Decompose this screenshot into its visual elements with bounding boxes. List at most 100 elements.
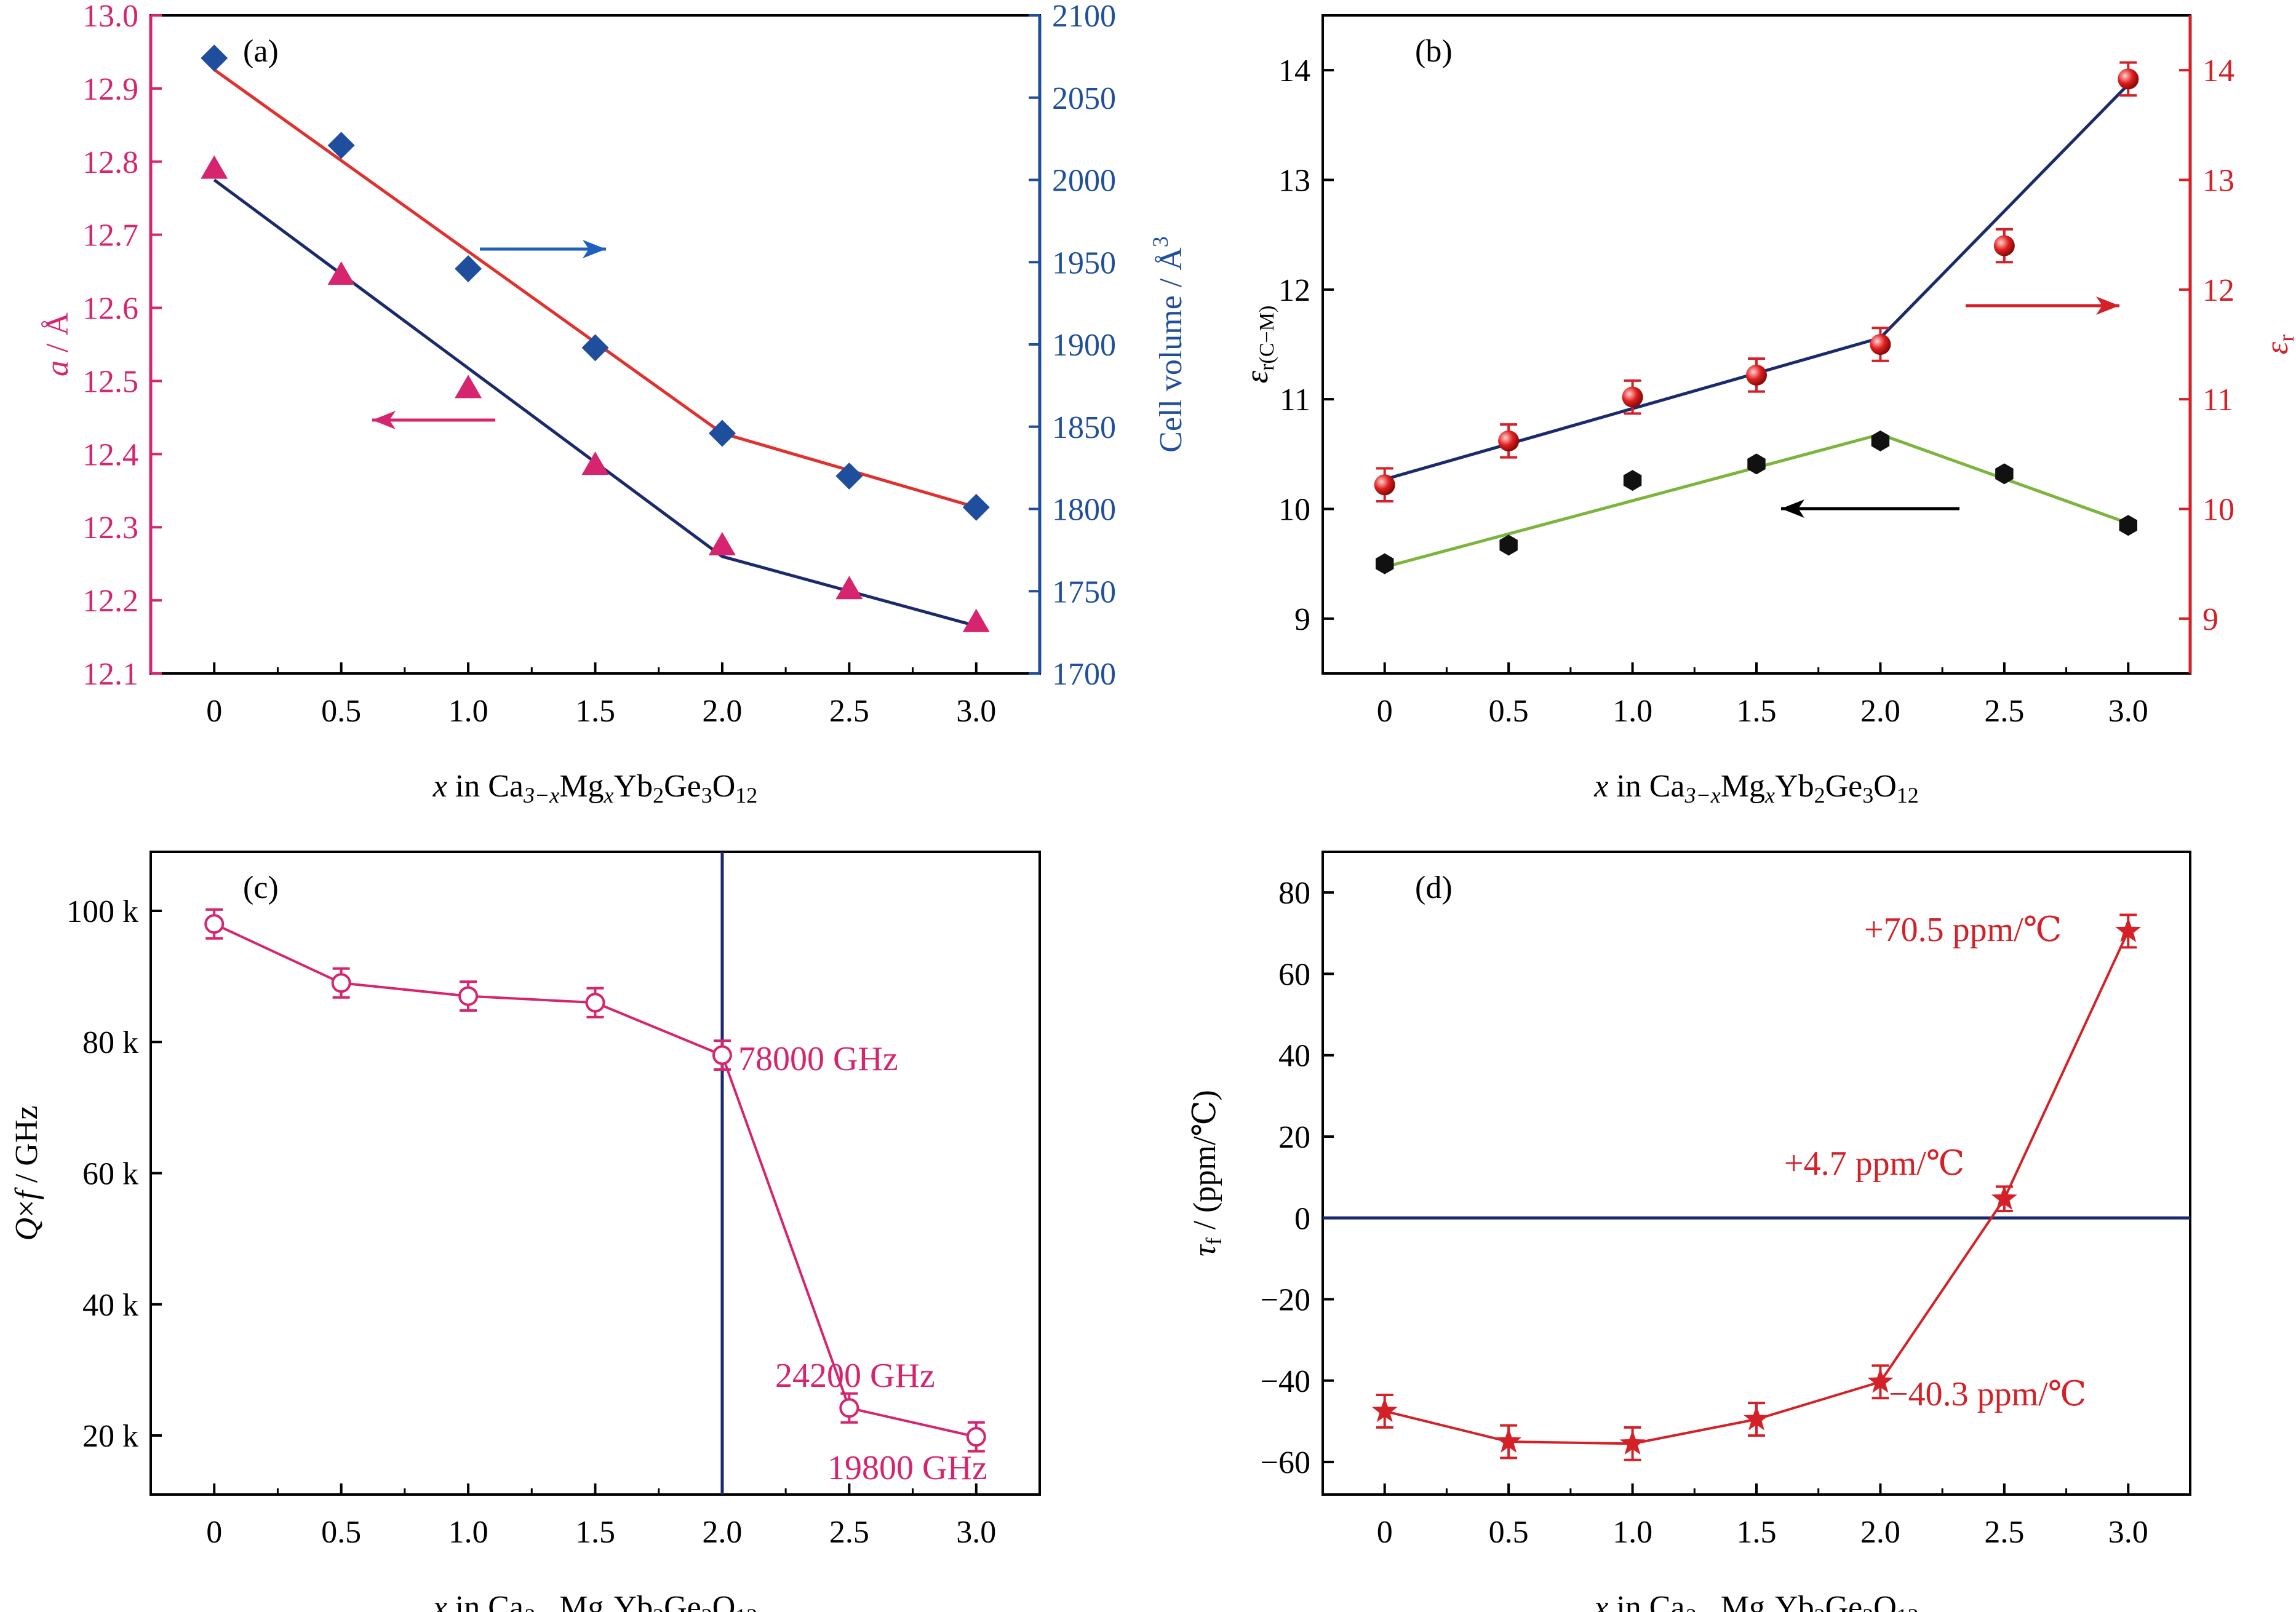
diamond-marker — [455, 255, 482, 282]
left-axis-label-var: a — [40, 360, 75, 376]
open-circle-marker — [458, 986, 479, 1006]
x-axis-label-part: x — [1764, 1604, 1775, 1612]
arrow-left-axis-head — [372, 411, 396, 429]
y-tick-label: 80 — [1278, 876, 1310, 911]
x-axis-label-part: in Ca — [447, 769, 524, 804]
x-tick-label: 3.0 — [2108, 694, 2148, 729]
left-axis-label: εr(C−M) — [1240, 306, 1278, 384]
x-tick-label: 2.5 — [1984, 694, 2024, 729]
panel-label: (c) — [243, 870, 279, 905]
right-y-tick-label: 2000 — [1052, 164, 1116, 199]
x-tick-label: 2.0 — [702, 694, 742, 729]
open-circle-marker — [585, 993, 605, 1013]
diamond-marker — [327, 132, 355, 159]
star-marker — [1619, 1430, 1646, 1455]
y-tick-label: 12.5 — [82, 364, 138, 399]
open-circle-marker — [331, 973, 351, 993]
diamond-marker — [201, 44, 228, 72]
y-tick-label: 12.6 — [82, 292, 138, 327]
right-y-tick-label: 10 — [2202, 493, 2234, 528]
triangle-marker — [201, 155, 228, 179]
open-circle-marker — [712, 1045, 732, 1065]
x-tick-label: 0 — [206, 1515, 222, 1550]
x-axis-label-part: x — [1764, 783, 1775, 808]
value-annotation: 19800 GHz — [827, 1449, 987, 1487]
x-tick-label: 0.5 — [1489, 1515, 1529, 1550]
hexagon-marker — [1747, 453, 1766, 475]
diamond-marker — [708, 419, 736, 447]
star-marker — [2115, 917, 2142, 942]
y-tick-label: 40 k — [82, 1288, 138, 1323]
arrow-right-axis-head — [2096, 296, 2119, 315]
sphere-marker — [1622, 386, 1643, 408]
x-tick-label: 0 — [1377, 1515, 1393, 1550]
y-tick-label: 12.3 — [82, 510, 138, 546]
x-axis-label-part: 2 — [653, 1604, 664, 1612]
x-tick-label: 0.5 — [321, 694, 361, 729]
y-tick-label: 12 — [1278, 273, 1310, 308]
left-axis-label: a / Å — [40, 312, 75, 376]
y-tick-label: 12.1 — [82, 657, 138, 692]
x-axis-label-part: Ge — [1825, 769, 1863, 804]
y-tick-label: −60 — [1261, 1445, 1310, 1480]
x-axis-label-part: Yb — [614, 1590, 653, 1612]
triangle-marker — [962, 608, 990, 632]
panel-label: (b) — [1415, 34, 1453, 69]
panel-label: (d) — [1415, 870, 1453, 905]
arrow-right-axis-head — [583, 240, 606, 258]
sphere-marker — [1746, 364, 1767, 386]
star-marker — [1496, 1428, 1522, 1453]
x-axis-label-part: 2 — [653, 783, 664, 808]
x-axis-label-part: x — [1593, 769, 1608, 804]
x-axis-label-part: 2 — [1814, 1604, 1825, 1612]
y-tick-label: 13.0 — [82, 0, 138, 34]
left-axis-label-unit: / (ppm/℃) — [1187, 1090, 1222, 1237]
panel-c: 00.51.01.52.02.53.0x in Ca3−xMgxYb2Ge3O1… — [9, 851, 1041, 1612]
left-axis-label-sub: f — [1202, 1237, 1226, 1245]
hexagon-marker — [1995, 463, 2014, 485]
right-axis-label-sup: 3 — [1148, 236, 1173, 247]
x-tick-label: 1.0 — [448, 1515, 488, 1550]
x-axis-label-part: 3 — [701, 783, 712, 808]
y-tick-label: 0 — [1294, 1201, 1310, 1236]
arrow-left-axis-head — [1781, 499, 1804, 518]
left-axis-label-tau: τ — [1187, 1244, 1222, 1257]
x-axis-label-part: 12 — [735, 783, 757, 808]
right-axis-label-sub: r — [2274, 335, 2296, 342]
x-axis-label-part: Yb — [1775, 1590, 1814, 1612]
x-axis-label-part: in Ca — [1608, 769, 1684, 804]
x-axis-label-part: 12 — [735, 1604, 757, 1612]
x-tick-label: 3.0 — [956, 694, 996, 729]
y-tick-label: −20 — [1261, 1283, 1310, 1318]
triangle-marker — [581, 451, 609, 475]
right-axis-label: εr — [2260, 335, 2296, 355]
panel-d: 00.51.01.52.02.53.0x in Ca3−xMgxYb2Ge3O1… — [1187, 851, 2191, 1612]
x-tick-label: 3.0 — [2108, 1515, 2148, 1550]
hexagon-marker — [1623, 470, 1642, 491]
triangle-marker — [835, 576, 863, 600]
x-tick-label: 2.0 — [1860, 1515, 1900, 1550]
y-tick-label: 20 — [1278, 1120, 1310, 1155]
x-tick-label: 2.5 — [829, 694, 869, 729]
fit-line-measured — [1384, 83, 2130, 481]
x-axis-label: x in Ca3−xMgxYb2Ge3O12 — [432, 1590, 758, 1612]
x-axis-label-part: in Ca — [447, 1590, 524, 1612]
x-tick-label: 0.5 — [321, 1515, 361, 1550]
right-y-tick-label: 9 — [2202, 602, 2218, 637]
right-y-tick-label: 2050 — [1052, 81, 1116, 116]
y-tick-label: 60 — [1278, 957, 1310, 992]
y-tick-label: 12.7 — [82, 218, 138, 253]
panel-b: 0 0.5 1.0 1.5 2.0 2.5 3.0x in Ca3−xMgxYb2Ge3O1… — [1240, 14, 2296, 808]
open-circle-marker — [204, 914, 225, 934]
sphere-marker — [1993, 235, 2015, 256]
x-axis-label-part: 12 — [1897, 1604, 1919, 1612]
y-tick-label: 13 — [1278, 164, 1310, 199]
x-tick-label: 1.5 — [575, 694, 615, 729]
value-annotation: +4.7 ppm/℃ — [1784, 1145, 1964, 1183]
right-y-tick-label: 2100 — [1052, 0, 1116, 34]
triangle-marker — [327, 261, 355, 285]
right-axis-label: Cell volume / Å3 — [1148, 236, 1189, 453]
right-y-tick-label: 14 — [2202, 54, 2234, 89]
star-marker — [1991, 1185, 2017, 1210]
x-axis-label-part: Yb — [614, 769, 653, 804]
